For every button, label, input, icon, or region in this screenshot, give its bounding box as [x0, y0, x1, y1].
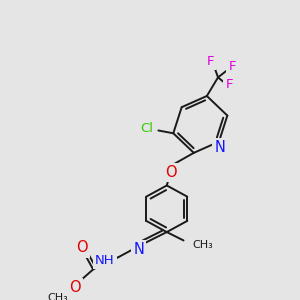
Text: N: N: [134, 242, 144, 257]
Text: O: O: [69, 280, 80, 296]
Text: F: F: [228, 60, 236, 73]
Text: F: F: [207, 55, 214, 68]
Text: O: O: [76, 240, 88, 255]
Text: N: N: [214, 140, 225, 155]
Text: NH: NH: [95, 254, 115, 266]
Text: CH₃: CH₃: [193, 240, 214, 250]
Text: Cl: Cl: [141, 122, 154, 135]
Text: O: O: [165, 165, 176, 180]
Text: F: F: [226, 78, 233, 91]
Text: CH₃: CH₃: [47, 293, 68, 300]
